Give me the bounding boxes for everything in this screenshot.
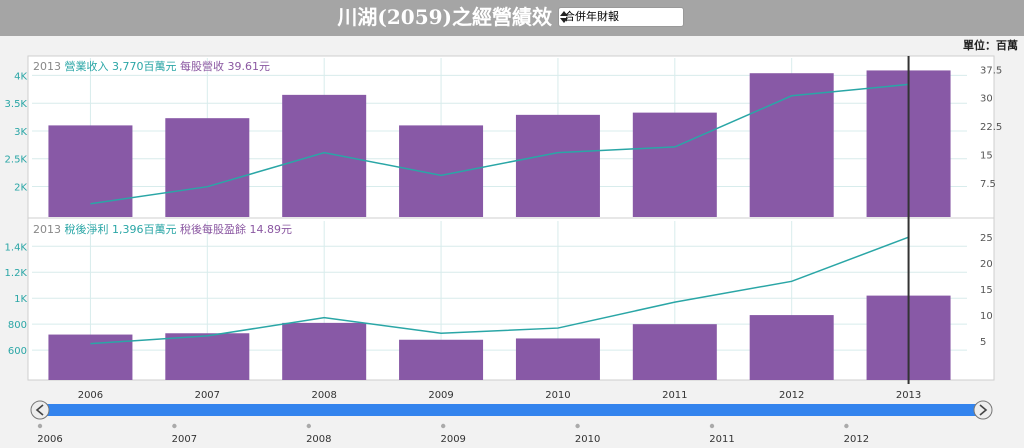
caption-secondary: 每股營收 39.61元: [180, 59, 270, 73]
page-title: 川湖(2059)之經營績效: [337, 5, 552, 29]
bar-2011[interactable]: [632, 112, 717, 217]
y-right-tick-label: 10: [980, 311, 993, 322]
navigator-dot: [709, 423, 715, 429]
panel-1: 2K 2.5K 3K 3.5K 4K 7.5 15 22.5 30 37.5 2013 營業收入 3…: [5, 58, 1002, 218]
caption-secondary: 稅後每股盈餘 14.89元: [180, 222, 292, 236]
y-right-tick-label: 30: [980, 94, 993, 105]
bar-2009[interactable]: [399, 339, 484, 380]
y-left-tick-label: 800: [8, 320, 27, 331]
bar-2009[interactable]: [399, 125, 484, 217]
y-right-tick-label: 7.5: [980, 179, 996, 190]
chevron-right-icon: [979, 404, 988, 416]
navigator-label-2010: 2010: [575, 434, 600, 445]
navigator-label-2008: 2008: [306, 434, 331, 445]
chevron-left-icon: [35, 404, 44, 416]
navigator-dot: [306, 423, 311, 429]
y-right-tick-label: 22.5: [980, 122, 1002, 133]
y-right-tick-label: 37.5: [980, 65, 1002, 76]
y-left-tick-label: 1.2K: [5, 268, 28, 279]
panel-caption: 2013 稅後淨利 1,396百萬元 稅後每股盈餘 14.89元: [33, 222, 292, 236]
select-arrows-icon: [560, 11, 568, 23]
bar-2006[interactable]: [48, 125, 133, 217]
header-bar: [0, 0, 1024, 36]
caption-year: 2013: [33, 223, 65, 236]
navigator-dot: [441, 423, 446, 429]
left-arrow-circle: [30, 400, 50, 420]
bar-2008[interactable]: [282, 94, 367, 217]
navigator-label-2006: 2006: [37, 434, 62, 445]
bar-2007[interactable]: [165, 118, 250, 217]
navigator-dot: [37, 423, 43, 429]
y-left-tick-label: 600: [8, 346, 27, 357]
report-type-value: 合併年財報: [564, 10, 619, 23]
y-left-tick-label: 4K: [14, 71, 27, 82]
x-tick-label-2011: 2011: [662, 390, 687, 401]
x-tick-label-2006: 2006: [78, 390, 103, 401]
y-left-tick-label: 1.4K: [5, 242, 28, 253]
y-right-tick-label: 15: [980, 150, 993, 161]
report-type-select[interactable]: 合併年財報: [558, 7, 684, 27]
bar-2010[interactable]: [515, 338, 600, 380]
navigator-dot: [844, 423, 849, 429]
navigator-label-2007: 2007: [172, 434, 197, 445]
navigator-right-button[interactable]: [973, 400, 993, 420]
y-right-tick-label: 15: [980, 285, 993, 296]
bar-2010[interactable]: [515, 114, 600, 217]
x-tick-label-2010: 2010: [545, 390, 570, 401]
navigator-dot: [172, 423, 177, 429]
bar-2011[interactable]: [632, 324, 717, 380]
bar-2008[interactable]: [282, 322, 367, 380]
bar-2007[interactable]: [165, 333, 250, 380]
bar-2012[interactable]: [749, 73, 834, 217]
unit-label: 單位：百萬: [963, 39, 1018, 52]
right-arrow-circle: [973, 400, 993, 420]
caption-metric: 稅後淨利 1,396百萬元: [65, 222, 180, 236]
panel-caption: 2013 營業收入 3,770百萬元 每股營收 39.61元: [33, 59, 270, 73]
x-tick-label-2013: 2013: [896, 390, 921, 401]
navigator-label-2009: 2009: [440, 434, 465, 445]
y-right-tick-label: 20: [980, 259, 993, 270]
x-tick-label-2012: 2012: [779, 390, 804, 401]
line-稅後每股盈餘: [90, 236, 909, 345]
navigator-scrollbar[interactable]: [40, 404, 980, 416]
caption-year: 2013: [33, 60, 65, 73]
x-tick-label-2007: 2007: [195, 390, 220, 401]
y-left-tick-label: 2K: [14, 182, 27, 193]
navigator-dot: [575, 423, 580, 429]
y-left-tick-label: 3.5K: [5, 99, 28, 110]
caption-metric: 營業收入 3,770百萬元: [65, 59, 180, 73]
bar-2012[interactable]: [749, 315, 834, 380]
y-right-tick-label: 25: [980, 233, 993, 244]
y-left-tick-label: 2.5K: [5, 155, 28, 166]
x-tick-label-2009: 2009: [428, 390, 453, 401]
line-每股營收: [90, 83, 909, 205]
y-left-tick-label: 3K: [14, 127, 27, 138]
navigator-label-2012: 2012: [844, 434, 869, 445]
navigator-label-2011: 2011: [709, 434, 734, 445]
y-left-tick-label: 1K: [14, 294, 27, 305]
y-right-tick-label: 5: [980, 337, 986, 348]
navigator-left-button[interactable]: [30, 400, 50, 420]
x-tick-label-2008: 2008: [311, 390, 336, 401]
